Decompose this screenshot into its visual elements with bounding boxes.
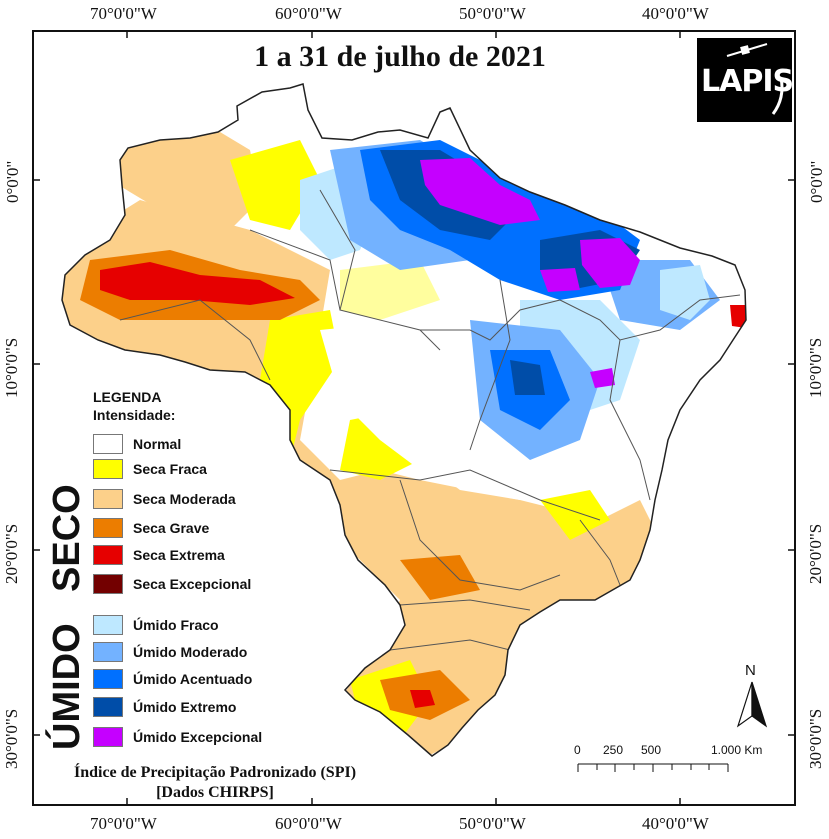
legend-label: Úmido Moderado — [133, 644, 248, 660]
scale-bar — [577, 763, 729, 772]
map-title: 1 a 31 de julho de 2021 — [254, 40, 546, 73]
scale-label-1000: 1.000 Km — [711, 743, 763, 757]
footer-data-source: [Dados CHIRPS] — [156, 784, 274, 801]
logo-text: LAPIS — [701, 64, 794, 99]
state-borders — [119, 189, 741, 651]
scale-label-0: 0 — [574, 743, 581, 757]
legend-label: Úmido Fraco — [133, 617, 219, 633]
lon-label-bottom-70w: 70°0'0"W — [90, 814, 157, 833]
legend-swatch — [93, 434, 123, 454]
lon-label-top-60w: 60°0'0"W — [275, 4, 342, 23]
lon-label-top-40w: 40°0'0"W — [642, 4, 709, 23]
lon-label-top-50w: 50°0'0"W — [459, 4, 526, 23]
lon-label-bottom-40w: 40°0'0"W — [642, 814, 709, 833]
lapis-logo: LAPIS — [697, 38, 794, 122]
legend-swatch — [93, 615, 123, 635]
scale-label-250: 250 — [603, 743, 624, 757]
legend-heading: LEGENDA — [93, 389, 162, 405]
legend-swatch — [93, 574, 123, 594]
legend-label: Seca Fraca — [133, 461, 207, 477]
legend-group-seco: SECO — [46, 484, 88, 592]
lon-label-bottom-60w: 60°0'0"W — [275, 814, 342, 833]
north-arrow-icon — [736, 681, 768, 728]
legend-label: Úmido Extremo — [133, 699, 237, 715]
legend-group-umido: ÚMIDO — [46, 623, 88, 750]
legend-label: Normal — [133, 436, 182, 452]
legend-swatch — [93, 518, 123, 538]
legend-label: Úmido Excepcional — [133, 729, 263, 745]
legend-label: Seca Moderada — [133, 491, 236, 507]
legend-swatch — [93, 489, 123, 509]
lon-label-bottom-50w: 50°0'0"W — [459, 814, 526, 833]
scale-label-500: 500 — [641, 743, 662, 757]
legend-swatch — [93, 545, 123, 565]
legend-swatch — [93, 459, 123, 479]
legend-label: Úmido Acentuado — [133, 671, 253, 687]
legend-label: Seca Grave — [133, 520, 210, 536]
satellite-icon — [726, 43, 784, 115]
legend-swatch — [93, 669, 123, 689]
lon-label-top-70w: 70°0'0"W — [90, 4, 157, 23]
frame-ticks — [32, 30, 796, 806]
legend-swatch — [93, 727, 123, 747]
legend-label: Seca Extrema — [133, 547, 225, 563]
legend-swatch — [93, 642, 123, 662]
legend-title: LEGENDA Intensidade: — [93, 388, 175, 424]
legend-label: Seca Excepcional — [133, 576, 252, 592]
footer-index-name: Índice de Precipitação Padronizado (SPI) — [73, 764, 357, 781]
north-label: N — [745, 662, 756, 679]
legend-swatch — [93, 697, 123, 717]
legend-subheading: Intensidade: — [93, 407, 176, 423]
brazil-outline — [61, 83, 747, 757]
